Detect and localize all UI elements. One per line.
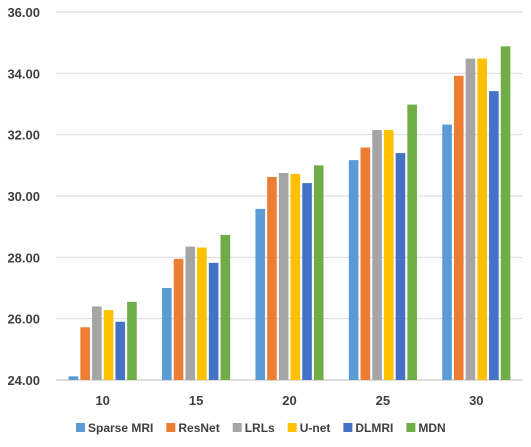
y-tick-label: 24.00	[7, 373, 40, 388]
bar-mdn-15	[220, 234, 231, 380]
bar-mdn-30	[500, 46, 511, 380]
x-tick-label: 15	[189, 393, 203, 408]
bar-lrls-30	[465, 58, 476, 380]
legend-swatch	[406, 423, 416, 432]
legend-swatch	[166, 423, 176, 432]
y-tick-label: 30.00	[7, 189, 40, 204]
x-tick-label: 10	[95, 393, 109, 408]
x-axis-ticks: 10 15 20 25 30	[95, 393, 483, 408]
y-tick-label: 26.00	[7, 312, 40, 327]
bar-mdn-20	[313, 165, 324, 380]
x-tick-label: 20	[282, 393, 296, 408]
bar-dlmri-15	[208, 262, 219, 380]
legend-label: ResNet	[178, 421, 219, 435]
legend-label: U-net	[300, 421, 331, 435]
bar-dlmri-10	[115, 321, 126, 380]
bar-sparse-mri-30	[442, 124, 452, 381]
y-axis-ticks: 24.00 26.00 28.00 30.00 32.00 34.00 36.00	[7, 5, 40, 388]
bar-sparse-mri-15	[162, 288, 172, 380]
bar-sparse-mri-25	[348, 160, 359, 380]
x-tick-label: 25	[376, 393, 390, 408]
x-tick-label: 30	[469, 393, 483, 408]
bar-resnet-25	[360, 147, 371, 380]
y-tick-label: 28.00	[7, 250, 40, 265]
bar-u-net-10	[103, 310, 114, 380]
y-tick-label: 36.00	[7, 5, 40, 20]
bar-lrls-15	[185, 246, 196, 380]
bar-u-net-25	[383, 130, 394, 380]
legend-swatch	[343, 423, 353, 432]
legend-swatch	[287, 423, 297, 432]
bar-lrls-20	[278, 173, 289, 380]
bar-lrls-25	[372, 130, 382, 380]
bar-u-net-20	[290, 173, 301, 380]
legend-swatch	[76, 423, 85, 432]
y-tick-label: 32.00	[7, 128, 40, 143]
bar-sparse-mri-20	[255, 208, 266, 380]
bars	[68, 46, 511, 381]
y-tick-label: 34.00	[7, 66, 40, 81]
legend-label: MDN	[418, 421, 445, 435]
bar-mdn-10	[127, 301, 137, 380]
bar-u-net-30	[477, 58, 487, 380]
bar-dlmri-30	[489, 91, 499, 381]
legend: Sparse MRI ResNet LRLs U-net DLMRI MDN	[76, 421, 446, 435]
bar-u-net-15	[197, 247, 207, 380]
bar-resnet-15	[173, 258, 184, 380]
bar-resnet-30	[453, 75, 464, 380]
bar-lrls-10	[92, 306, 102, 380]
gridlines	[56, 11, 523, 381]
bar-resnet-10	[80, 327, 90, 380]
bar-resnet-20	[267, 176, 277, 380]
bar-dlmri-25	[395, 153, 406, 380]
bar-mdn-25	[407, 104, 417, 380]
legend-swatch	[232, 423, 242, 432]
bar-sparse-mri-10	[68, 376, 79, 380]
legend-label: LRLs	[245, 421, 275, 435]
bar-dlmri-20	[302, 183, 312, 380]
legend-label: Sparse MRI	[88, 421, 153, 435]
legend-label: DLMRI	[355, 421, 393, 435]
